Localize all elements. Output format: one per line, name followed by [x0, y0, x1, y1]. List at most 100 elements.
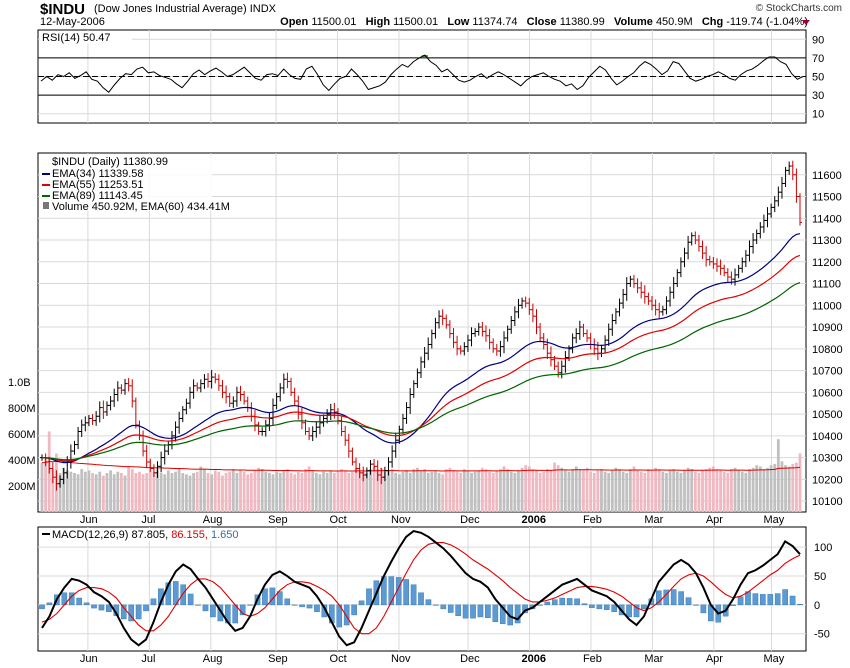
macd-histogram-bar	[656, 590, 662, 606]
volume-bar	[87, 470, 91, 512]
macd-histogram-bar	[670, 589, 677, 606]
rsi-line	[40, 54, 804, 94]
volume-bar	[307, 466, 311, 512]
y-tick-label: 70	[812, 53, 824, 65]
macd-panel	[37, 526, 807, 652]
macd-histogram-bar	[544, 601, 551, 606]
volume-bar	[109, 470, 112, 512]
y-tick-label: 11000	[812, 300, 842, 312]
y-tick-label: 10800	[812, 344, 843, 356]
volume-bar	[239, 470, 242, 512]
volume-bar	[643, 473, 647, 512]
volume-bar	[412, 469, 416, 512]
x-tick-label: Aug	[203, 514, 223, 526]
volume-bar	[787, 466, 791, 512]
volume-bar	[607, 473, 611, 512]
y-tick-label: 50	[814, 571, 826, 583]
volume-bar	[791, 463, 795, 512]
exchange-code: INDX	[249, 3, 276, 15]
volume-bar	[549, 470, 553, 512]
volume-bar	[415, 467, 419, 512]
volume-bar	[177, 469, 181, 512]
volume-bar	[390, 469, 394, 512]
x-tick-label: 2006	[522, 653, 546, 665]
volume-bar	[733, 467, 737, 512]
volume-bar	[98, 471, 102, 512]
macd-histogram-bar	[551, 599, 558, 606]
volume-bar	[408, 473, 412, 512]
rsi-overbought-fill	[421, 55, 428, 58]
volume-bar	[260, 469, 264, 512]
macd-histogram-bar	[187, 593, 194, 606]
x-tick-label: Sep	[268, 653, 288, 665]
volume-tick-label: 600M	[8, 429, 36, 441]
y-tick-label: 10300	[812, 453, 843, 465]
macd-histogram-bar	[351, 604, 357, 616]
macd-histogram-bar	[277, 591, 283, 606]
y-tick-label: 10900	[812, 322, 843, 334]
volume-bar	[466, 470, 470, 512]
volume-bar	[376, 469, 380, 512]
y-tick-label: 10100	[812, 496, 843, 508]
volume-bar	[567, 471, 571, 512]
macd-histogram-bar	[767, 594, 774, 606]
volume-bar	[156, 467, 159, 512]
volume-bar	[650, 470, 654, 512]
low-label: Low	[447, 16, 470, 28]
x-tick-label: Jul	[141, 653, 155, 665]
volume-bar	[683, 470, 686, 512]
volume-bar	[332, 473, 336, 512]
volume-bar	[188, 475, 192, 512]
volume-bar	[556, 465, 560, 512]
volume-bar	[488, 471, 491, 512]
volume-bar	[80, 469, 84, 512]
volume-bar	[444, 469, 448, 512]
volume-bar	[766, 467, 769, 512]
volume-bar	[701, 470, 704, 512]
volume-bar	[596, 470, 600, 512]
volume-bar	[296, 471, 300, 512]
macd-histogram-bar	[633, 604, 640, 618]
macd-histogram-bar	[195, 604, 201, 606]
volume-bar	[560, 467, 564, 512]
volume-bar	[138, 471, 141, 512]
open-label: Open	[280, 16, 309, 28]
price-legend-title: $INDU (Daily) 11380.99	[52, 156, 168, 168]
macd-histogram-bar	[395, 577, 402, 606]
volume-bar	[235, 473, 239, 512]
volume-bar	[531, 469, 535, 512]
volume-tick-label: 400M	[8, 455, 36, 467]
volume-bar	[40, 462, 44, 512]
volume-bar	[293, 474, 297, 512]
macd-histogram-bar	[284, 598, 291, 606]
volume-bar	[517, 470, 520, 512]
macd-histogram-bar	[559, 597, 565, 606]
x-tick-label: Jul	[141, 514, 155, 526]
volume-bar	[397, 474, 401, 512]
volume-bar	[253, 470, 257, 512]
y-tick-label: 10200	[812, 474, 843, 486]
ema89-line	[41, 281, 801, 461]
volume-bar	[44, 458, 48, 512]
x-tick-label: Sep	[268, 514, 288, 526]
macd-histogram-bar	[774, 593, 781, 606]
volume-bar	[325, 473, 329, 512]
volume-bar	[289, 473, 293, 512]
volume-bar	[369, 469, 372, 512]
macd-histogram-bar	[410, 584, 417, 606]
volume-bar	[181, 473, 185, 512]
macd-histogram-bar	[789, 595, 796, 606]
volume-bar	[535, 470, 538, 512]
volume-bar	[152, 471, 156, 512]
macd-histogram-bar	[299, 604, 305, 608]
macd-histogram-bar	[611, 604, 618, 612]
volume-bar	[322, 471, 325, 512]
volume-bar	[769, 465, 773, 512]
macd-histogram-bar	[782, 589, 788, 606]
volume-bar	[199, 466, 203, 512]
macd-histogram-bar	[485, 604, 491, 618]
volume-tick-label: 1.0B	[8, 377, 31, 389]
volume-bar	[73, 473, 76, 512]
volume-bar	[762, 469, 766, 512]
